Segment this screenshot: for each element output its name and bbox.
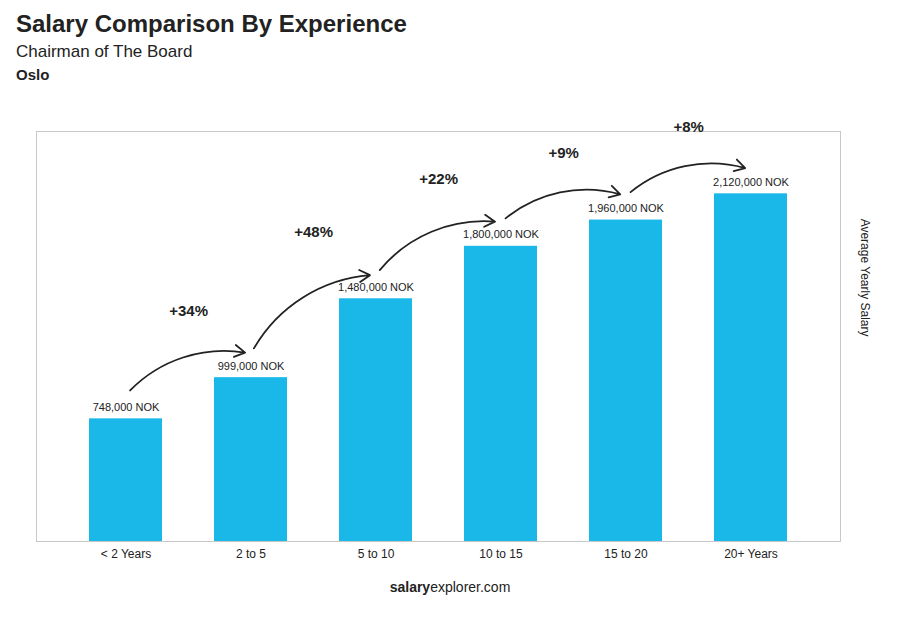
html-text:Salary Comparison By Experienc: Salary Comparison By Experience [16,10,407,37]
html-text:Oslo: Oslo [16,66,50,83]
svg-text:999,000 NOK: 999,000 NOK [218,360,285,372]
svg-text:10 to 15: 10 to 15 [479,547,523,561]
svg-text:+9%: +9% [548,144,578,161]
svg-text:Average Yearly Salary: Average Yearly Salary [858,219,872,337]
svg-text:+48%: +48% [294,223,333,240]
svg-text:2 to 5: 2 to 5 [236,547,266,561]
svg-text:1,480,000 NOK: 1,480,000 NOK [338,281,414,293]
svg-text:1,800,000 NOK: 1,800,000 NOK [463,228,539,240]
svg-text:+34%: +34% [169,302,208,319]
html-text:salary explorer.com: salary explorer.com [389,579,511,595]
svg-text:20+ Years: 20+ Years [724,547,778,561]
html-text:Chairman of The Board: Chairman of The Board [16,42,193,61]
svg-text:748,000 NOK: 748,000 NOK [93,401,160,413]
svg-text:+8%: +8% [673,118,703,135]
svg-text:15 to 20: 15 to 20 [604,547,648,561]
svg-text:5 to 10: 5 to 10 [358,547,395,561]
svg-text:1,960,000 NOK: 1,960,000 NOK [588,202,664,214]
svg-text:2,120,000 NOK: 2,120,000 NOK [713,176,789,188]
svg-text:+22%: +22% [419,170,458,187]
svg-text:< 2 Years: < 2 Years [101,547,151,561]
